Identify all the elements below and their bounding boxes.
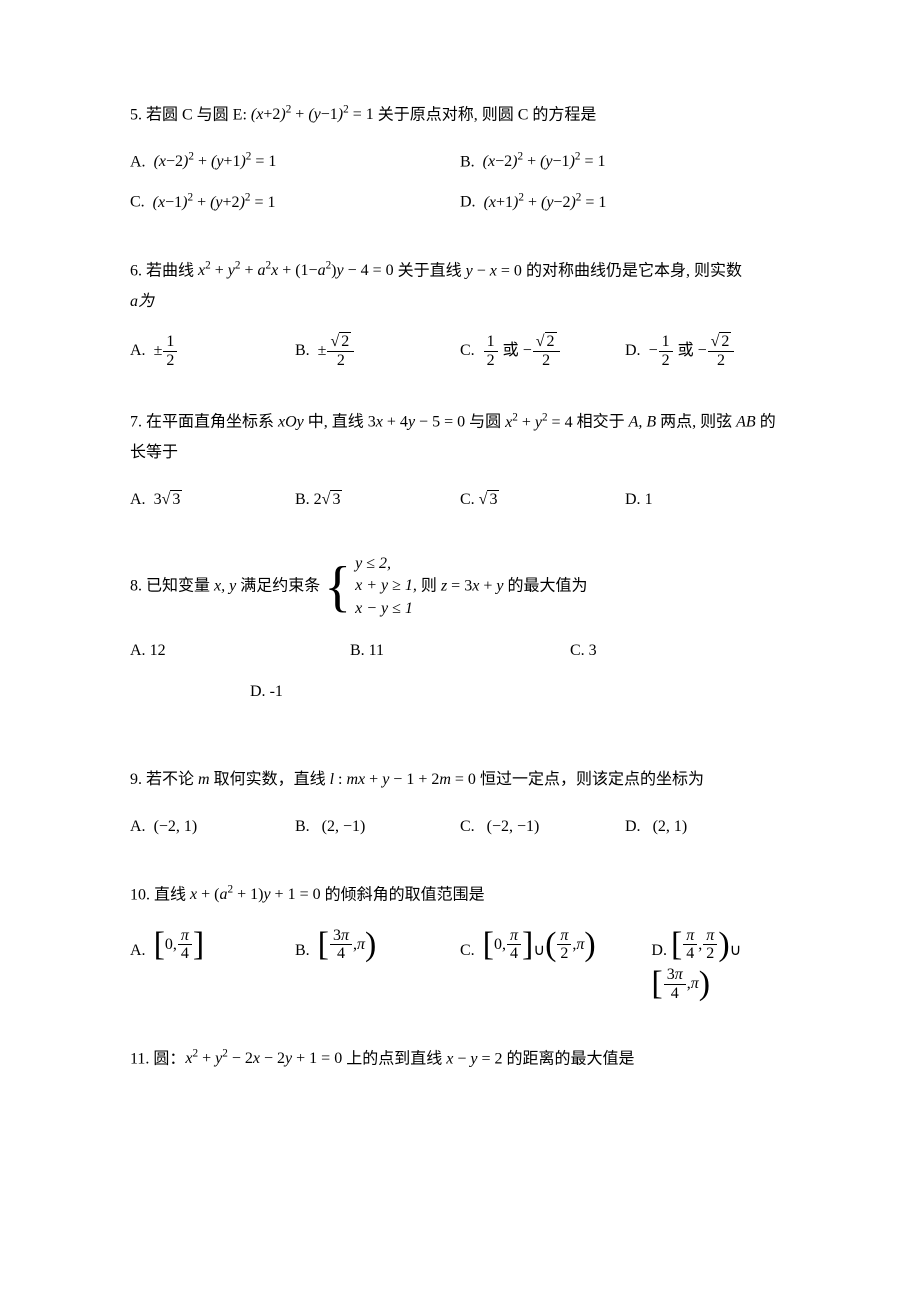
q5-stem: 5. 若圆 C 与圆 E: (x+2)2 + (y−1)2 = 1 关于原点对称… bbox=[130, 100, 790, 131]
q9-opt-b: B. (2, −1) bbox=[295, 812, 460, 842]
q7-stem: 7. 在平面直角坐标系 xOy 中, 直线 3x + 4y − 5 = 0 与圆… bbox=[130, 407, 790, 468]
q8-opt-b: B. 11 bbox=[350, 636, 570, 666]
constraint-system: { y ≤ 2, x + y ≥ 1, x − y ≤ 1 bbox=[324, 553, 417, 620]
question-11: 11. 圆：x2 + y2 − 2x − 2y + 1 = 0 上的点到直线 x… bbox=[130, 1044, 790, 1075]
q7-pre: 7. 在平面直角坐标系 bbox=[130, 414, 278, 431]
q5-opt-b: B. (x−2)2 + (y−1)2 = 1 bbox=[460, 147, 790, 178]
exam-page: 5. 若圆 C 与圆 E: (x+2)2 + (y−1)2 = 1 关于原点对称… bbox=[0, 0, 920, 1302]
q5-text-post: 关于原点对称, 则圆 C 的方程是 bbox=[374, 106, 597, 123]
q7-options: A. 3√3 B. 2√3 C. √3 D. 1 bbox=[130, 485, 790, 525]
q5-opt-d: D. (x+1)2 + (y−2)2 = 1 bbox=[460, 187, 790, 218]
constraint-3: x − y ≤ 1 bbox=[355, 598, 417, 620]
q6-opt-a: A. ±12 bbox=[130, 333, 295, 369]
q5-opt-a: A. (x−2)2 + (y+1)2 = 1 bbox=[130, 147, 460, 178]
q9-opt-c: C. (−2, −1) bbox=[460, 812, 625, 842]
q8-opt-c: C. 3 bbox=[570, 636, 790, 666]
q7-opt-c: C. √3 bbox=[460, 485, 625, 515]
q9-pre: 9. 若不论 bbox=[130, 771, 198, 788]
q11-pre: 11. 圆： bbox=[130, 1050, 185, 1067]
q10-opt-d: D. [π4,π2)∪[3π4,π) bbox=[651, 927, 790, 1006]
constraint-1: y ≤ 2, bbox=[355, 553, 417, 575]
q5-opt-c: C. (x−1)2 + (y+2)2 = 1 bbox=[130, 187, 460, 218]
q6-stem: 6. 若曲线 x2 + y2 + a2x + (1−a2)y − 4 = 0 关… bbox=[130, 256, 790, 317]
question-10: 10. 直线 x + (a2 + 1)y + 1 = 0 的倾斜角的取值范围是 … bbox=[130, 880, 790, 1016]
q9-opt-a: A. (−2, 1) bbox=[130, 812, 295, 842]
q10-opt-c: C. [0,π4]∪(π2,π) bbox=[460, 927, 651, 1006]
q5-options: A. (x−2)2 + (y+1)2 = 1 B. (x−2)2 + (y−1)… bbox=[130, 147, 790, 228]
q6-a: a为 bbox=[130, 293, 154, 310]
q9-options: A. (−2, 1) B. (2, −1) C. (−2, −1) D. (2,… bbox=[130, 812, 790, 852]
q8-options: A. 12 B. 11 C. 3 bbox=[130, 636, 790, 676]
q6-mid: 关于直线 bbox=[394, 262, 466, 279]
q6-pre: 6. 若曲线 bbox=[130, 262, 198, 279]
q8-stem: 8. 已知变量 x, y 满足约束条 { y ≤ 2, x + y ≥ 1, x… bbox=[130, 553, 790, 620]
question-6: 6. 若曲线 x2 + y2 + a2x + (1−a2)y − 4 = 0 关… bbox=[130, 256, 790, 379]
q8-opt-a: A. 12 bbox=[130, 636, 350, 666]
q8-pre: 8. 已知变量 bbox=[130, 577, 214, 594]
question-5: 5. 若圆 C 与圆 E: (x+2)2 + (y−1)2 = 1 关于原点对称… bbox=[130, 100, 790, 228]
q7-opt-a: A. 3√3 bbox=[130, 485, 295, 515]
q7-opt-d: D. 1 bbox=[625, 485, 790, 515]
question-8: 8. 已知变量 x, y 满足约束条 { y ≤ 2, x + y ≥ 1, x… bbox=[130, 553, 790, 707]
q8-opt-d: D. -1 bbox=[130, 677, 790, 707]
q6-opt-d: D. −12 或 −√22 bbox=[625, 333, 790, 369]
q7-opt-b: B. 2√3 bbox=[295, 485, 460, 515]
question-9: 9. 若不论 m 取何实数，直线 l : mx + y − 1 + 2m = 0… bbox=[130, 765, 790, 852]
q6-opt-b: B. ±√22 bbox=[295, 333, 460, 369]
q10-options: A. [0,π4] B. [3π4,π) C. [0,π4]∪(π2,π) D.… bbox=[130, 927, 790, 1016]
q10-opt-a: A. [0,π4] bbox=[130, 927, 295, 1006]
q9-stem: 9. 若不论 m 取何实数，直线 l : mx + y − 1 + 2m = 0… bbox=[130, 765, 790, 795]
q9-opt-d: D. (2, 1) bbox=[625, 812, 790, 842]
q10-opt-b: B. [3π4,π) bbox=[295, 927, 460, 1006]
question-7: 7. 在平面直角坐标系 xOy 中, 直线 3x + 4y − 5 = 0 与圆… bbox=[130, 407, 790, 525]
q10-pre: 10. 直线 bbox=[130, 886, 190, 903]
q5-text-pre: 5. 若圆 C 与圆 E: bbox=[130, 106, 251, 123]
q6-post: 的对称曲线仍是它本身, 则实数 bbox=[522, 262, 742, 279]
q6-opt-c: C. 12 或 −√22 bbox=[460, 333, 625, 369]
q11-stem: 11. 圆：x2 + y2 − 2x − 2y + 1 = 0 上的点到直线 x… bbox=[130, 1044, 790, 1075]
q6-options: A. ±12 B. ±√22 C. 12 或 −√22 D. −12 或 −√2… bbox=[130, 333, 790, 379]
constraint-2: x + y ≥ 1, bbox=[355, 575, 417, 597]
q10-stem: 10. 直线 x + (a2 + 1)y + 1 = 0 的倾斜角的取值范围是 bbox=[130, 880, 790, 911]
